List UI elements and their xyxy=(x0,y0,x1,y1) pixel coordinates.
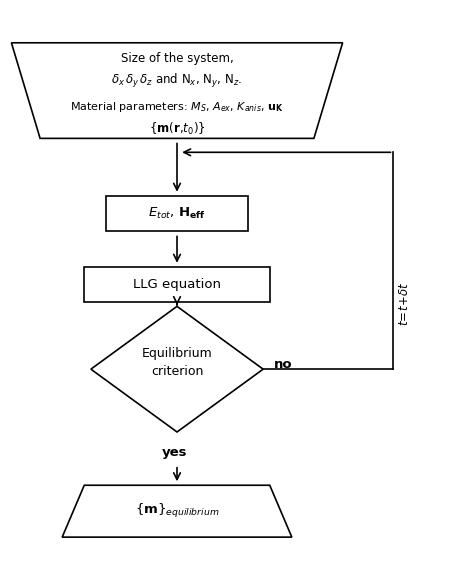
Text: Size of the system,: Size of the system, xyxy=(120,52,233,65)
Text: $E_{tot}$, $\mathbf{H_{eff}}$: $E_{tot}$, $\mathbf{H_{eff}}$ xyxy=(148,206,205,221)
Text: $\delta_x\,\delta_y\,\delta_z$ and N$_x$, N$_y$, N$_z$.: $\delta_x\,\delta_y\,\delta_z$ and N$_x$… xyxy=(111,72,242,90)
Text: Material parameters: $M_S$, $A_{ex}$, $K_{anis}$, $\mathbf{u_K}$: Material parameters: $M_S$, $A_{ex}$, $K… xyxy=(70,100,283,114)
Polygon shape xyxy=(91,306,263,432)
Text: Equilibrium
criterion: Equilibrium criterion xyxy=(141,347,212,378)
Text: {$\mathbf{m}$($\mathbf{r}$,$t_0$)}: {$\mathbf{m}$($\mathbf{r}$,$t_0$)} xyxy=(148,121,205,137)
Polygon shape xyxy=(62,485,291,537)
FancyBboxPatch shape xyxy=(84,267,269,302)
Text: yes: yes xyxy=(162,446,187,459)
Text: $t\!=\!t\!+\!\delta t$: $t\!=\!t\!+\!\delta t$ xyxy=(397,281,410,326)
Text: {$\mathbf{m}$}$_{equilibrium}$: {$\mathbf{m}$}$_{equilibrium}$ xyxy=(134,502,219,520)
FancyBboxPatch shape xyxy=(106,196,247,231)
Polygon shape xyxy=(11,43,342,138)
Text: no: no xyxy=(274,358,292,372)
Text: LLG equation: LLG equation xyxy=(133,278,220,291)
